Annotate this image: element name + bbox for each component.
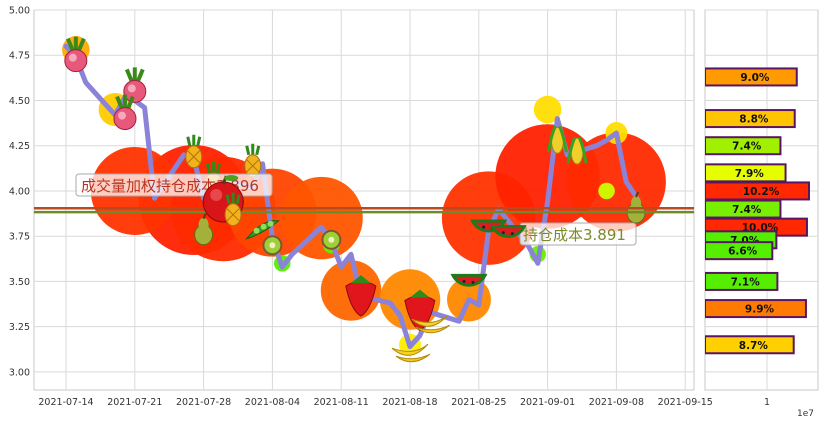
kiwi-icon: [262, 235, 283, 256]
price-line: [63, 43, 639, 350]
x-tick-label: 2021-09-08: [589, 397, 644, 408]
distribution-bar: [705, 199, 782, 219]
pineapple-icon: [224, 192, 242, 227]
distribution-bar-label: 7.1%: [731, 276, 761, 288]
y-tick-label: 3.25: [9, 322, 30, 333]
distribution-bar-label: 6.6%: [728, 246, 758, 258]
distribution-bar: [705, 136, 782, 156]
distribution-bar: [705, 181, 810, 201]
distribution-bar: [705, 271, 779, 291]
distribution-bar-label: 7.4%: [732, 141, 762, 153]
pineapple-icon: [185, 134, 203, 169]
distribution-bar-label: 8.8%: [739, 114, 769, 126]
pear-icon: [194, 213, 214, 246]
bubble: [280, 176, 363, 260]
watermelon-icon: [489, 225, 527, 238]
banana-icon: [411, 314, 450, 334]
y-tick-label: 4.50: [9, 96, 30, 107]
strawberry-icon: [404, 289, 436, 332]
distribution-bar-label: 9.9%: [745, 304, 775, 316]
radish-icon: [64, 36, 88, 73]
bubble: [533, 95, 562, 124]
corn-icon: [546, 125, 568, 154]
distribution-bar-label: 7.9%: [735, 168, 765, 180]
banana-icon: [391, 343, 431, 363]
watermelon-icon: [450, 273, 488, 287]
distribution-bar: [705, 335, 795, 355]
x-tick-label: 2021-07-14: [38, 397, 93, 408]
side-x-multiplier: 1e7: [797, 409, 814, 419]
distribution-bars: 9.0%8.8%7.4%7.9%10.2%7.4%10.0%7.0%6.6%7.…: [705, 67, 810, 355]
y-tick-label: 3.00: [9, 367, 30, 378]
x-tick-label: 2021-08-11: [314, 397, 369, 408]
distribution-bar-label: 10.2%: [743, 186, 780, 198]
y-tick-label: 4.75: [9, 51, 30, 62]
radish-icon: [123, 67, 147, 103]
side-x-tick-label: 1: [764, 397, 770, 408]
holding-cost-label: 持仓成本3.891: [523, 226, 626, 244]
x-tick-label: 2021-07-21: [107, 397, 162, 408]
y-tick-label: 3.75: [9, 232, 30, 243]
y-tick-label: 5.00: [9, 6, 30, 17]
y-tick-label: 4.00: [9, 186, 30, 197]
volume-distribution-panel: 11e79.0%8.8%7.4%7.9%10.2%7.4%10.0%7.0%6.…: [704, 9, 819, 419]
radish-icon: [113, 94, 137, 131]
distribution-bar-label: 9.0%: [740, 72, 770, 84]
bubble: [598, 182, 615, 200]
x-tick-label: 2021-09-01: [520, 397, 575, 408]
distribution-bar: [705, 109, 796, 129]
distribution-bar: [705, 67, 798, 87]
price-panel: 2021-07-14 2021-07-21 2021-07-28 2021-08-04…: [9, 6, 713, 409]
x-tick-label: 2021-08-18: [382, 397, 437, 408]
x-tick-label: 2021-09-15: [658, 397, 713, 408]
pineapple-icon: [244, 143, 262, 178]
distribution-bar-label: 7.4%: [732, 204, 762, 216]
distribution-bar-label: 8.7%: [739, 340, 769, 352]
x-tick-label: 2021-08-25: [451, 397, 506, 408]
kiwi-icon: [321, 229, 342, 250]
x-tick-label: 2021-07-28: [176, 397, 231, 408]
distribution-bar: [705, 163, 787, 183]
x-tick-label: 2021-08-04: [245, 397, 300, 408]
distribution-bar: [705, 299, 807, 319]
corn-icon: [566, 136, 588, 165]
distribution-bar: [705, 241, 774, 261]
strawberry-icon: [345, 275, 377, 317]
y-tick-label: 3.50: [9, 277, 30, 288]
peapod-icon: [245, 220, 280, 240]
y-tick-label: 4.25: [9, 141, 30, 152]
